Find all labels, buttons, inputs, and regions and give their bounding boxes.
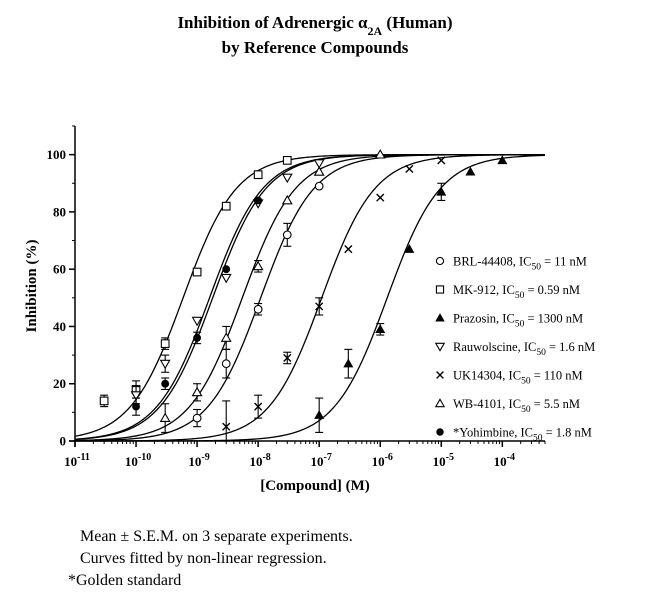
data-point-triangle-up	[159, 412, 171, 423]
legend-label: UK14304, IC50 = 110 nM	[453, 369, 583, 387]
x-tick-label: 10-10	[125, 452, 151, 469]
y-tick-label: 60	[53, 262, 66, 277]
data-point-triangle-up-filled	[465, 166, 476, 176]
legend-label: Rauwolscine, IC50 = 1.6 nM	[453, 340, 595, 358]
x-tick-label: 10-7	[311, 452, 332, 469]
data-point-square	[435, 285, 445, 294]
legend-label: Prazosin, IC50 = 1300 nM	[453, 312, 583, 330]
data-point-square	[99, 396, 109, 406]
footnote-mean-sem: Mean ± S.E.M. on 3 separate experiments.	[80, 528, 353, 545]
footnote-golden-standard: *Golden standard	[68, 572, 182, 589]
x-tick-label: 10-6	[372, 452, 393, 469]
data-point-triangle-up-filled	[436, 186, 447, 196]
data-point-x	[376, 193, 385, 202]
data-point-triangle-down	[313, 159, 325, 169]
data-point-circle	[221, 359, 231, 369]
data-point-x	[283, 353, 292, 363]
data-point-triangle-up	[313, 166, 325, 176]
data-points	[99, 149, 508, 442]
y-tick-label: 0	[60, 434, 67, 449]
data-point-circle-filled	[193, 333, 202, 342]
y-axis-title: Inhibition (%)	[24, 240, 40, 333]
data-point-circle	[314, 181, 324, 191]
data-point-circle	[253, 304, 263, 314]
data-point-triangle-up-filled	[497, 155, 508, 165]
data-point-x	[405, 164, 414, 174]
x-tick-label: 10-8	[249, 452, 270, 469]
data-point-x	[344, 245, 353, 254]
data-point-x	[315, 302, 324, 311]
data-point-triangle-up	[220, 332, 232, 342]
chart-title: Inhibition of Adrenergic α2A (Human)	[177, 13, 452, 38]
data-point-x	[222, 422, 231, 431]
data-point-triangle-up-filled	[343, 358, 354, 368]
data-point-square	[282, 155, 292, 165]
data-point-circle-filled	[254, 196, 263, 205]
y-tick-label: 20	[53, 376, 66, 391]
data-point-circle-filled	[222, 265, 231, 274]
data-point-square	[192, 267, 202, 277]
data-point-triangle-down	[159, 359, 171, 370]
data-point-triangle-up	[191, 386, 203, 397]
data-point-triangle-up-filled	[435, 313, 445, 322]
data-point-triangle-up	[374, 149, 386, 159]
data-point-triangle-up-filled	[375, 324, 386, 334]
data-point-triangle-up	[281, 194, 293, 205]
data-point-circle	[192, 413, 202, 423]
data-point-triangle-down	[281, 173, 293, 184]
data-point-triangle-down	[434, 342, 446, 352]
data-point-circle-filled	[132, 402, 140, 411]
data-point-triangle-down	[220, 273, 232, 284]
data-point-square	[253, 170, 263, 180]
legend-label: BRL-44408, IC50 = 11 nM	[453, 255, 587, 273]
data-point-triangle-up-filled	[404, 243, 415, 253]
y-tick-label: 40	[53, 319, 66, 334]
data-point-x	[437, 156, 446, 165]
data-point-triangle-up-filled	[314, 410, 325, 419]
y-tick-label: 80	[53, 204, 66, 219]
data-point-circle	[282, 230, 292, 240]
axes: 0 20 40 60 80 100 10-11 10-10 10-9 10-8 10-7 10-6 10…	[47, 125, 546, 469]
data-point-triangle-up	[252, 260, 264, 271]
legend-label: WB-4101, IC50 = 5.5 nM	[453, 397, 580, 415]
x-tick-label: 10-4	[494, 452, 515, 469]
data-point-circle-filled	[161, 379, 170, 388]
legend-label: MK-912, IC50 = 0.59 nM	[453, 283, 580, 301]
data-point-x	[254, 402, 263, 411]
data-point-square	[221, 201, 231, 211]
y-tick-label: 100	[47, 147, 67, 162]
fit-curves	[74, 153, 546, 442]
data-point-square	[160, 339, 170, 349]
data-point-x	[436, 371, 444, 379]
x-tick-label: 10-5	[433, 452, 454, 469]
legend: BRL-44408, IC50 = 11 nM MK-912, IC50 = 0.…	[434, 255, 595, 444]
x-axis-title: [Compound] (M)	[260, 478, 370, 494]
chart-subtitle: by Reference Compounds	[222, 38, 409, 57]
data-point-triangle-down	[130, 391, 142, 401]
legend-label: *Yohimbine, IC50 = 1.8 nM	[453, 426, 592, 444]
data-point-triangle-up	[434, 398, 446, 408]
data-point-triangle-down	[191, 316, 203, 327]
footnote-curve-fit: Curves fitted by non-linear regression.	[80, 550, 327, 567]
x-tick-label: 10-11	[64, 452, 90, 469]
fit-curve	[74, 153, 545, 441]
data-point-circle	[435, 256, 445, 266]
data-point-circle-filled	[436, 428, 444, 436]
x-tick-label: 10-9	[188, 452, 209, 469]
fit-curve	[75, 154, 545, 442]
